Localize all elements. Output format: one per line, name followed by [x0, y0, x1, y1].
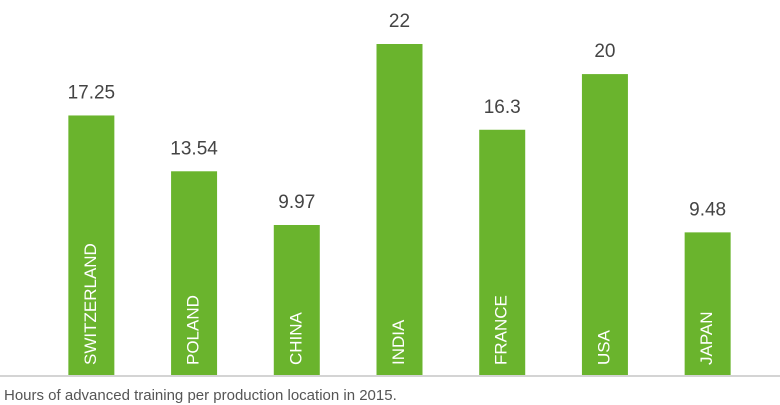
category-label: USA — [594, 329, 613, 365]
bar — [273, 224, 320, 375]
bar — [68, 115, 115, 375]
value-label: 9.97 — [278, 192, 315, 213]
bar — [376, 44, 423, 375]
value-label: 16.3 — [484, 97, 521, 118]
category-label: POLAND — [184, 295, 203, 365]
bar — [581, 74, 628, 375]
category-label: FRANCE — [492, 295, 511, 365]
bar — [479, 129, 526, 375]
value-label: 22 — [389, 11, 410, 32]
value-label: 17.25 — [68, 82, 116, 103]
value-label: 20 — [594, 41, 615, 62]
caption: Hours of advanced training per productio… — [4, 387, 397, 404]
category-label: SWITZERLAND — [81, 243, 100, 365]
category-label: CHINA — [286, 311, 305, 365]
value-label: 13.54 — [170, 138, 218, 159]
category-label: INDIA — [389, 319, 408, 365]
bar — [171, 171, 218, 375]
value-label: 9.48 — [689, 199, 726, 220]
bar — [684, 232, 731, 375]
category-label: JAPAN — [697, 311, 716, 365]
